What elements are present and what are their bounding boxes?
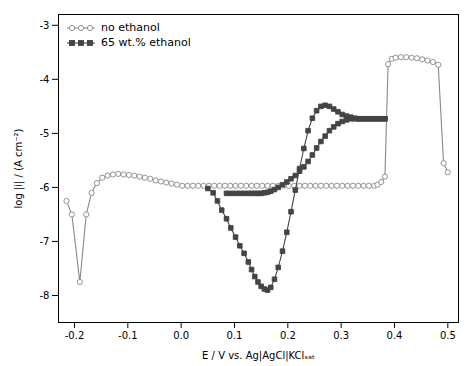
svg-text:-0.1: -0.1 (118, 330, 138, 341)
svg-text:-8: -8 (40, 290, 50, 301)
html-text:65 wt.% ethanol: 65 wt.% ethanol (101, 36, 191, 49)
svg-text:0.3: 0.3 (333, 330, 349, 341)
svg-text:-4: -4 (40, 74, 50, 85)
svg-text:-5: -5 (40, 128, 50, 139)
svg-text:0.5: 0.5 (440, 330, 456, 341)
svg-text:log |i| / (A cm⁻²): log |i| / (A cm⁻²) (13, 128, 25, 208)
svg-text:-3: -3 (40, 20, 50, 31)
svg-text:0.0: 0.0 (173, 330, 189, 341)
svg-text:-0.2: -0.2 (65, 330, 85, 341)
svg-text:-6: -6 (40, 182, 50, 193)
svg-text:0.4: 0.4 (387, 330, 403, 341)
svg-text:E / V vs. Ag|AgCl|KClₛₐₜ: E / V vs. Ag|AgCl|KClₛₐₜ (202, 350, 315, 362)
svg-text:0.2: 0.2 (280, 330, 296, 341)
html-text:no ethanol: no ethanol (101, 21, 160, 34)
svg-text:-7: -7 (40, 236, 50, 247)
svg-text:0.1: 0.1 (227, 330, 243, 341)
